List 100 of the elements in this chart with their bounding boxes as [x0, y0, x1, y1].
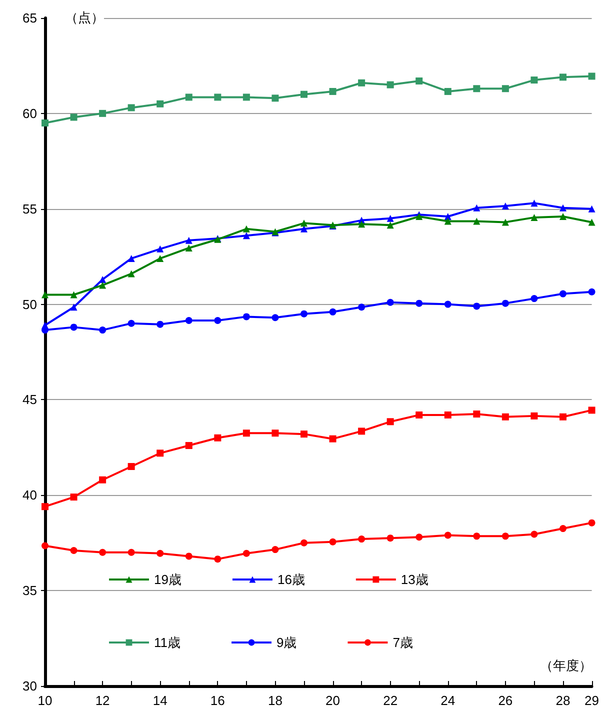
point: [358, 220, 366, 228]
point: [386, 298, 394, 306]
point: [502, 218, 509, 226]
point: [185, 442, 192, 450]
point: [502, 532, 509, 540]
point: [444, 218, 452, 225]
point: [300, 310, 308, 318]
point: [329, 308, 336, 316]
point: [473, 410, 480, 418]
point: [128, 270, 135, 278]
point: [156, 450, 164, 457]
point: [502, 202, 509, 210]
point: [300, 90, 308, 98]
x-tick-label: 24: [440, 693, 456, 708]
point: [300, 430, 308, 438]
point: [272, 546, 279, 554]
point: [386, 418, 394, 426]
y-tick-label: 65: [22, 10, 37, 26]
x-tick-label: 22: [383, 693, 398, 708]
point: [242, 94, 250, 101]
point: [242, 550, 250, 557]
point: [444, 300, 452, 308]
x-tick-label: 18: [268, 693, 282, 708]
point: [530, 530, 538, 538]
point: [560, 525, 566, 532]
point: [473, 302, 480, 310]
x-tick-label: 16: [210, 693, 225, 708]
x-tick-label: 29: [584, 693, 600, 708]
point: [42, 322, 48, 329]
point: [156, 100, 164, 108]
point: [128, 254, 135, 262]
point: [70, 324, 78, 331]
point: [473, 204, 480, 212]
point: [416, 534, 423, 541]
point: [329, 435, 336, 442]
point: [156, 320, 164, 328]
point: [560, 290, 566, 298]
point: [42, 291, 48, 298]
point: [242, 430, 250, 437]
point: [416, 411, 423, 418]
point: [242, 225, 250, 232]
point: [386, 214, 394, 222]
point: [242, 232, 250, 240]
point: [70, 291, 78, 298]
point: [128, 463, 135, 470]
point: [530, 76, 538, 84]
point: [559, 74, 566, 81]
point: [502, 413, 509, 420]
x-tick-label: 14: [152, 693, 168, 708]
point: [559, 212, 566, 220]
point: [128, 104, 135, 112]
point: [444, 411, 452, 418]
point: [588, 288, 596, 296]
point: [559, 413, 566, 420]
legend-label: 9歳: [276, 635, 297, 650]
point: [588, 72, 596, 80]
point: [502, 300, 509, 307]
point: [502, 85, 509, 92]
point: [70, 114, 78, 121]
legend-label: 13歳: [400, 572, 428, 587]
point: [99, 476, 106, 484]
point: [272, 94, 279, 102]
point: [300, 220, 308, 227]
point: [185, 317, 192, 324]
point: [473, 218, 480, 225]
y-tick-label: 55: [22, 201, 37, 216]
point: [358, 304, 366, 311]
point: [358, 79, 366, 86]
point: [214, 317, 222, 324]
point: [99, 282, 106, 289]
legend-label: 16歳: [277, 572, 305, 587]
point: [530, 295, 538, 302]
x-tick-label: 10: [38, 693, 52, 708]
legend-label: 19歳: [154, 572, 182, 587]
x-tick-label: 12: [95, 693, 110, 708]
point: [70, 546, 78, 554]
y-tick-label: 50: [22, 296, 37, 312]
point: [128, 320, 135, 327]
point: [473, 85, 480, 92]
point: [416, 300, 423, 307]
y-tick-label: 30: [22, 678, 37, 694]
point: [99, 276, 106, 283]
point: [99, 548, 106, 556]
point: [530, 412, 538, 420]
point: [156, 245, 164, 252]
y-tick-label: 60: [22, 106, 37, 121]
y-axis-title: （点）: [65, 10, 104, 25]
point: [185, 552, 192, 560]
point: [588, 205, 596, 212]
y-tick-label: 35: [22, 583, 37, 598]
legend-label: 11歳: [154, 635, 180, 650]
point: [329, 538, 336, 546]
point: [99, 110, 106, 117]
point: [444, 532, 452, 539]
point: [272, 430, 279, 437]
point: [128, 548, 135, 556]
point: [588, 406, 596, 414]
point: [473, 532, 480, 540]
point: [185, 236, 192, 244]
x-tick-label: 20: [326, 693, 340, 708]
